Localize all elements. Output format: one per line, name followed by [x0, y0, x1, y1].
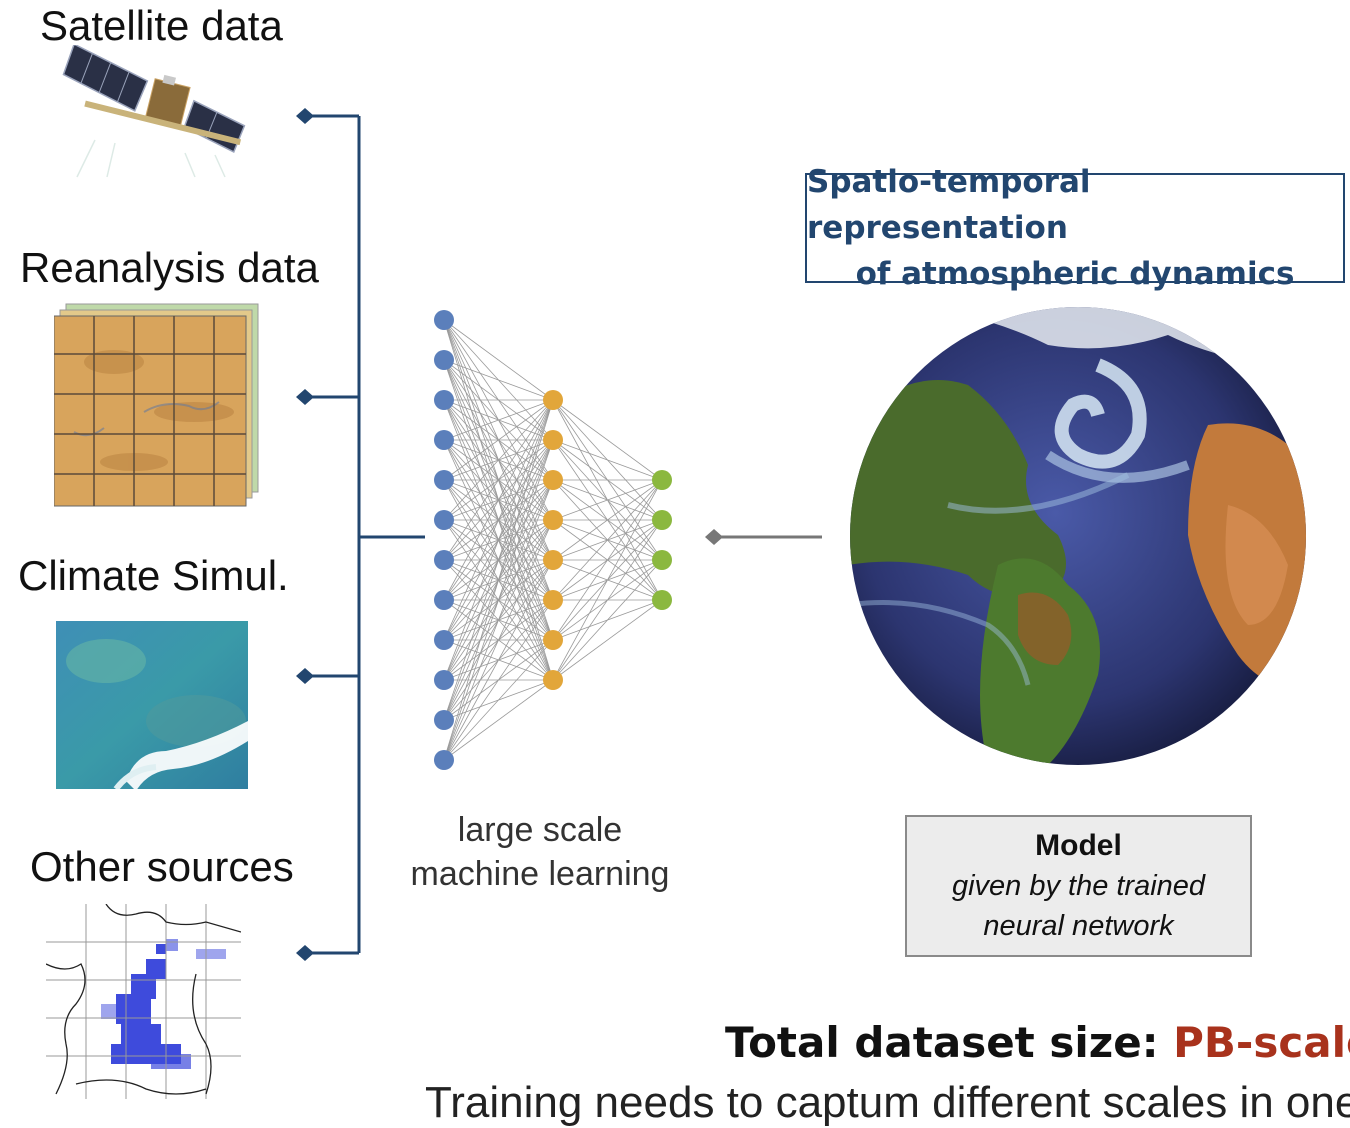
network-node — [434, 510, 454, 530]
network-edge — [443, 679, 554, 761]
network-node — [652, 590, 672, 610]
network-edge — [552, 559, 663, 681]
network-node — [434, 550, 454, 570]
source-label-satellite: Satellite data — [40, 2, 283, 49]
cutoff-footer-text: Training needs to captum different scale… — [425, 1078, 1350, 1127]
ml-caption-line1: large scale — [457, 811, 623, 849]
network-node — [434, 430, 454, 450]
neural-network-diagram — [434, 310, 672, 770]
network-node — [434, 310, 454, 330]
network-edge — [443, 399, 554, 441]
network-node — [434, 350, 454, 370]
representation-title-line2: of atmospheric dynamics — [855, 256, 1295, 292]
diamond-marker-other — [296, 945, 314, 961]
total-dataset-size-highlight: PB-scale — [1173, 1018, 1350, 1067]
network-edge — [443, 399, 554, 641]
network-node — [652, 550, 672, 570]
network-node — [543, 550, 563, 570]
network-edge — [552, 479, 663, 601]
network-edge — [443, 399, 554, 481]
network-edge — [443, 399, 554, 681]
network-edge — [443, 479, 554, 761]
network-edge — [443, 439, 554, 761]
network-edge — [552, 479, 663, 641]
model-subtitle-line2: neural network — [983, 910, 1174, 942]
network-node — [434, 470, 454, 490]
diamond-marker-climate — [296, 668, 314, 684]
network-edge — [443, 399, 554, 721]
representation-title-line1: Spatio-temporal representation — [807, 164, 1091, 246]
network-edge — [443, 639, 554, 761]
connector-lines — [296, 108, 822, 961]
network-node — [652, 470, 672, 490]
representation-title-box: Spatio-temporal representation of atmosp… — [805, 164, 1345, 292]
ml-caption-line2: machine learning — [410, 855, 670, 893]
satellite-icon — [62, 45, 246, 178]
total-dataset-size-prefix: Total dataset size: — [725, 1018, 1174, 1067]
network-node — [434, 590, 454, 610]
network-edge — [443, 399, 554, 601]
climate-simulation-icon — [56, 621, 248, 789]
network-edge — [552, 519, 663, 681]
network-node — [543, 630, 563, 650]
diamond-marker-satellite — [296, 108, 314, 124]
model-box: Model given by the trained neural networ… — [905, 815, 1252, 957]
network-node — [434, 670, 454, 690]
network-edge — [443, 399, 554, 521]
reanalysis-map-icon — [54, 303, 259, 507]
network-edge — [443, 599, 554, 761]
network-node — [543, 430, 563, 450]
network-edge — [552, 479, 663, 561]
network-node — [652, 510, 672, 530]
network-node — [543, 470, 563, 490]
network-edge — [552, 439, 663, 481]
precipitation-map-icon — [46, 904, 241, 1099]
network-edge — [443, 319, 554, 401]
model-title: Model — [1035, 829, 1122, 862]
ml-caption: large scale machine learning — [390, 808, 690, 896]
arrow-diamond — [705, 529, 723, 545]
network-edge — [552, 479, 663, 521]
network-edge — [552, 479, 663, 681]
source-label-climate: Climate Simul. — [18, 552, 289, 599]
network-edge — [443, 399, 554, 561]
total-dataset-size: Total dataset size: PB-scale — [725, 1018, 1350, 1067]
network-node — [543, 590, 563, 610]
network-edge — [443, 519, 554, 761]
network-node — [434, 630, 454, 650]
network-edge — [443, 359, 554, 401]
network-node — [543, 670, 563, 690]
network-node — [543, 510, 563, 530]
network-edge — [443, 559, 554, 761]
diamond-marker-reanalysis — [296, 389, 314, 405]
model-subtitle-line1: given by the trained — [951, 870, 1206, 902]
network-node — [543, 390, 563, 410]
network-edge — [552, 599, 663, 681]
source-label-reanalysis: Reanalysis data — [20, 244, 319, 291]
network-node — [434, 710, 454, 730]
source-label-other: Other sources — [30, 843, 294, 890]
network-edge — [552, 399, 663, 481]
network-node — [434, 750, 454, 770]
earth-globe-image — [850, 307, 1306, 765]
network-node — [434, 390, 454, 410]
network-edge — [443, 399, 554, 761]
